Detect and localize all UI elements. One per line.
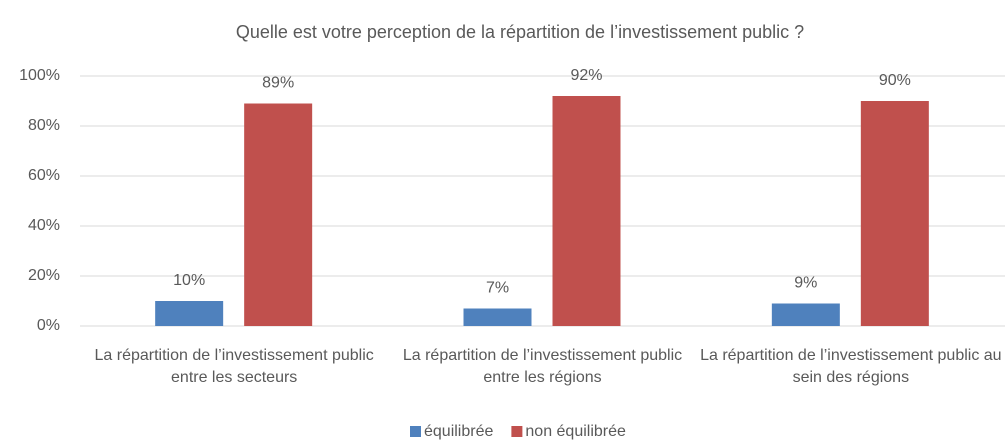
legend-swatch bbox=[410, 426, 421, 437]
bar bbox=[155, 301, 224, 326]
bar bbox=[244, 103, 313, 326]
data-label: 9% bbox=[794, 275, 817, 292]
data-label: 92% bbox=[570, 67, 602, 84]
y-tick-label: 40% bbox=[28, 217, 60, 234]
y-tick-label: 0% bbox=[37, 317, 60, 334]
y-tick-label: 60% bbox=[28, 167, 60, 184]
x-tick-label: La répartition de l’investissement publi… bbox=[700, 347, 1002, 386]
bar bbox=[860, 101, 929, 326]
legend-label: non équilibrée bbox=[525, 423, 626, 440]
data-label: 7% bbox=[486, 280, 509, 297]
data-label: 90% bbox=[879, 72, 911, 89]
bar bbox=[552, 96, 621, 326]
legend-swatch bbox=[511, 426, 523, 437]
y-tick-label: 20% bbox=[28, 267, 60, 284]
data-label: 10% bbox=[173, 272, 205, 289]
y-tick-label: 80% bbox=[28, 117, 60, 134]
x-tick-label: La répartition de l’investissement publi… bbox=[402, 347, 683, 386]
y-tick-label: 100% bbox=[19, 67, 60, 84]
x-tick-label: La répartition de l’investissement publi… bbox=[94, 347, 374, 386]
bar bbox=[771, 303, 840, 326]
bar bbox=[463, 308, 532, 326]
chart-title: Quelle est votre perception de la répart… bbox=[236, 22, 804, 42]
data-label: 89% bbox=[262, 75, 294, 92]
legend-label: équilibrée bbox=[424, 423, 493, 440]
